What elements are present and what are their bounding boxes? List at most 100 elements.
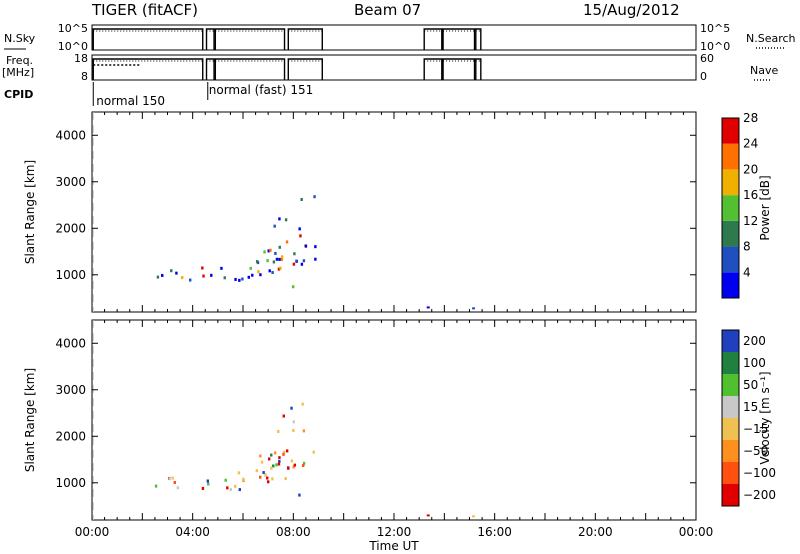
velocity-panel-ylabel: Slant Range [km] — [23, 368, 37, 472]
velocity-panel-echo-cell — [301, 402, 304, 406]
power-panel-echo-cell — [314, 245, 317, 249]
freq-label: Freq. — [6, 54, 34, 67]
velocity-panel-echo-cell — [201, 486, 205, 490]
power-panel-echo-cell — [255, 260, 259, 264]
power-panel-colorbar-cell — [722, 143, 739, 170]
velocity-panel-echo-cell — [266, 476, 269, 480]
velocity-panel-echo-cell — [292, 428, 295, 432]
velocity-panel-echo-cell — [173, 481, 176, 485]
velocity-panel-colorbar-cell — [722, 352, 739, 374]
power-panel-echo-cell — [277, 267, 281, 271]
x-tick-label: 00:00 — [75, 525, 110, 539]
nsky-panel-segment — [205, 28, 215, 50]
velocity-panel-colorbar-tick: −200 — [743, 488, 776, 502]
freq-panel-segment — [475, 58, 482, 80]
beam-label: Beam 07 — [354, 1, 422, 19]
velocity-panel-echo-cell — [278, 459, 281, 463]
power-panel-colorbar-frame — [721, 117, 740, 299]
power-panel-colorbar-cell — [722, 169, 739, 196]
x-tick-label: 20:00 — [578, 525, 613, 539]
power-panel-ytick-label: 4000 — [55, 128, 86, 142]
velocity-panel-echo-cell — [302, 464, 305, 468]
nsearch-label: N.Search — [746, 32, 796, 45]
velocity-panel-echo-cell — [293, 463, 297, 467]
velocity-panel-echo-cell — [302, 429, 306, 433]
velocity-panel-colorbar-tick: −15 — [743, 422, 768, 436]
velocity-panel-echo-cell — [284, 477, 287, 481]
velocity-panel-colorbar-tick: 100 — [743, 356, 766, 370]
x-axis-label: Time UT — [368, 539, 419, 553]
velocity-panel-ytick-label: 1000 — [55, 476, 86, 490]
power-panel-echo-cell — [251, 273, 254, 277]
power-panel-echo-cell — [300, 262, 304, 266]
power-panel-ytick-label: 2000 — [55, 221, 86, 235]
cpid-label: CPID — [4, 88, 34, 101]
velocity-panel-echo-cell — [267, 480, 270, 484]
power-panel-colorbar-tick: 16 — [743, 188, 758, 202]
velocity-panel-colorbar-tick: 200 — [743, 334, 766, 348]
velocity-panel-echo-cell — [264, 473, 267, 477]
power-panel-echo-cell — [257, 270, 260, 274]
velocity-panel-echo-cell — [206, 479, 209, 483]
power-panel-echo-cell — [268, 269, 271, 273]
power-panel-colorbar-cell — [722, 195, 739, 221]
power-panel-echo-cell — [223, 276, 226, 280]
power-panel-echo-cell — [241, 277, 244, 281]
power-panel-echo-cell — [300, 198, 303, 202]
velocity-panel-echo-cell — [282, 452, 285, 456]
freq-panel-ytick-right-bottom: 0 — [700, 70, 707, 83]
velocity-panel-echo-cell — [171, 476, 174, 480]
power-panel-echo-cell — [249, 266, 252, 270]
velocity-panel-echo-cell — [272, 464, 275, 468]
freq-panel-segment — [214, 58, 286, 80]
velocity-panel-echo-cell — [260, 460, 264, 464]
velocity-panel-echo-cell — [267, 457, 271, 461]
power-panel-echo-cell — [247, 275, 250, 279]
power-panel-echo-cell — [295, 259, 298, 263]
velocity-panel-echo-cell — [262, 471, 265, 475]
nsky-panel-frame — [91, 24, 697, 51]
power-panel-echo-cell — [161, 273, 164, 277]
nsky-panel-segment — [442, 28, 476, 50]
velocity-panel-echo-cell — [242, 477, 245, 481]
velocity-panel-echo-cell — [226, 486, 229, 490]
power-panel-colorbar-cell — [722, 220, 739, 247]
velocity-panel-colorbar-label: Velocity [m s⁻¹] — [758, 371, 772, 464]
velocity-panel-echo-cell — [277, 462, 281, 466]
power-panel-echo-cell — [238, 278, 241, 282]
velocity-panel-ytick-label: 2000 — [55, 429, 86, 443]
velocity-panel-echo-cell — [154, 484, 158, 488]
velocity-panel-echo-cell — [286, 466, 290, 470]
power-panel-echo-cell — [189, 278, 192, 282]
velocity-panel-echo-cell — [292, 420, 296, 424]
velocity-panel-echo-cell — [298, 493, 301, 497]
power-panel-echo-cell — [279, 266, 282, 270]
nsky-panel-segment — [287, 28, 323, 50]
velocity-panel-colorbar-cell — [722, 396, 739, 418]
velocity-panel-echo-cell — [207, 482, 210, 486]
velocity-panel-colorbar-cell — [722, 374, 739, 396]
freq-panel-ytick-left-bottom: 8 — [81, 70, 88, 83]
freq-unit-label: [MHz] — [2, 66, 35, 79]
power-panel-ytick-label: 1000 — [55, 268, 86, 282]
velocity-panel-colorbar-cell — [722, 462, 739, 484]
velocity-panel-echo-cell — [234, 484, 237, 488]
velocity-panel-colorbar-cell — [722, 484, 739, 506]
velocity-panel-echo-cell — [282, 450, 286, 454]
power-panel-colorbar-tick: 24 — [743, 137, 758, 151]
power-panel-echo-cell — [175, 271, 178, 275]
velocity-panel-echo-cell — [271, 477, 274, 481]
nsky-panel-ytick-left-top: 10^5 — [58, 22, 88, 35]
power-panel-echo-cell — [293, 252, 296, 256]
nsky-panel-ytick-right-top: 10^5 — [700, 22, 730, 35]
power-panel-echo-cell — [304, 244, 308, 248]
velocity-panel-colorbar-tick: −100 — [743, 466, 776, 480]
power-panel-echo-cell — [201, 266, 204, 270]
velocity-panel-echo-cell — [259, 454, 262, 458]
velocity-panel-echo-cell — [224, 478, 227, 482]
velocity-panel-echo-cell — [292, 465, 295, 469]
freq-panel-ytick-left-top: 18 — [74, 52, 88, 65]
x-tick-label: 12:00 — [377, 525, 412, 539]
velocity-panel-echo-cell — [237, 471, 241, 475]
power-panel-echo-cell — [156, 275, 160, 279]
